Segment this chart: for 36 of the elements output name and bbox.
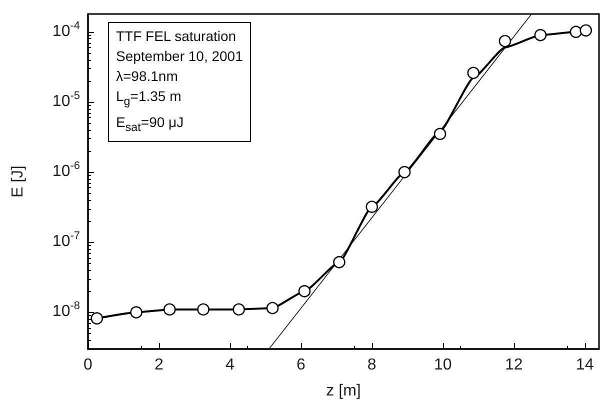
x-tick-label: 12 [504,356,523,374]
point [434,128,446,140]
point [197,303,210,316]
annotation: λ=98.1nm [116,67,179,86]
point [580,24,592,37]
annotation: L$_{g}$=1.35 m [116,87,182,110]
point [298,285,311,298]
annotation: September 10, 2001 [116,47,243,66]
point [163,303,176,316]
y-axis-title: E [J] [10,165,26,198]
x-tick-label: 4 [225,356,234,374]
x-tick-label: 14 [576,356,594,374]
point [467,66,480,80]
x-tick-label: 8 [367,356,376,374]
point [366,200,378,213]
point [498,34,512,48]
point [534,28,547,42]
x-tick-label: 10 [434,356,452,374]
y-tick-label: 10$^{-6}$ [52,160,80,182]
x-tick-label: 2 [154,356,164,374]
y-tick-label: 10$^{-7}$ [52,230,80,252]
x-tick-label: 6 [296,356,306,374]
point [90,312,104,325]
point [398,166,411,178]
annotation: TTF FEL saturation [116,27,238,46]
x-axis-title: z [m] [326,382,361,400]
point [570,26,582,38]
point [130,306,142,318]
x-tick-label: 0 [84,356,93,374]
point [333,256,346,268]
annotation: E$_{sat}$=90 μJ [116,112,185,136]
point [266,302,279,314]
point [232,303,245,316]
y-tick-label: 10$^{-5}$ [52,90,80,112]
y-tick-label: 10$^{-8}$ [52,300,80,322]
y-tick-label: 10$^{-4}$ [52,20,80,42]
